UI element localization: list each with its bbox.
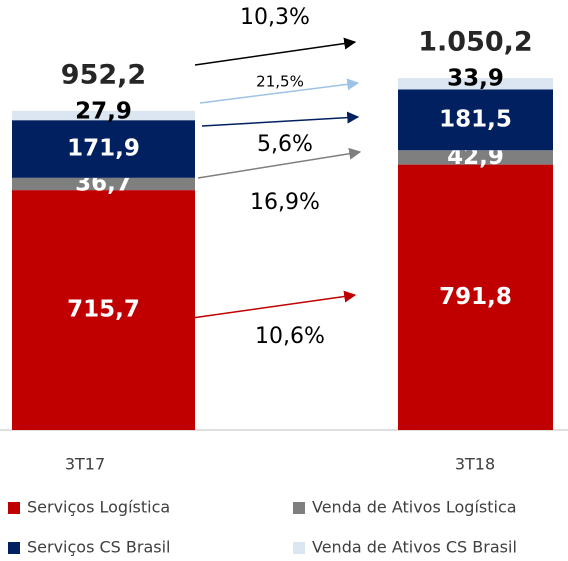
bar-segment xyxy=(12,110,195,121)
x-tick-label: 3T17 xyxy=(65,455,105,474)
growth-arrow xyxy=(197,147,362,179)
growth-label: 5,6% xyxy=(257,132,313,157)
growth-label: 10,3% xyxy=(240,5,310,30)
bar-segment xyxy=(398,164,553,431)
legend-swatch xyxy=(8,502,20,514)
legend-label: Venda de Ativos CS Brasil xyxy=(312,538,517,557)
legend-swatch xyxy=(293,542,305,554)
bar-segment xyxy=(398,78,553,90)
legend-label: Serviços Logística xyxy=(27,498,170,517)
legend-swatch xyxy=(8,542,20,554)
growth-label: 21,5% xyxy=(256,73,304,91)
total-label: 1.050,2 xyxy=(418,27,532,58)
growth-arrow xyxy=(191,290,357,319)
data-label: 791,8 xyxy=(439,284,512,310)
data-label: 171,9 xyxy=(67,136,140,162)
bar-segment xyxy=(12,120,195,178)
data-label: 715,7 xyxy=(67,297,140,323)
bar-segment xyxy=(398,89,553,151)
x-tick-label: 3T18 xyxy=(455,455,495,474)
bar-segment xyxy=(12,190,195,430)
growth-arrow xyxy=(201,111,360,127)
data-label: 27,9 xyxy=(75,98,132,124)
bar-segment xyxy=(12,177,195,191)
growth-arrow xyxy=(194,37,357,66)
growth-arrow xyxy=(199,78,360,104)
growth-label: 16,9% xyxy=(250,190,320,215)
growth-label: 10,6% xyxy=(255,324,325,349)
data-label: 181,5 xyxy=(439,106,512,132)
bar-segment xyxy=(398,150,553,165)
total-label: 952,2 xyxy=(61,59,146,90)
legend-swatch xyxy=(293,502,305,514)
legend-label: Serviços CS Brasil xyxy=(27,538,171,557)
legend-label: Venda de Ativos Logística xyxy=(312,498,517,517)
data-label: 33,9 xyxy=(447,66,504,92)
